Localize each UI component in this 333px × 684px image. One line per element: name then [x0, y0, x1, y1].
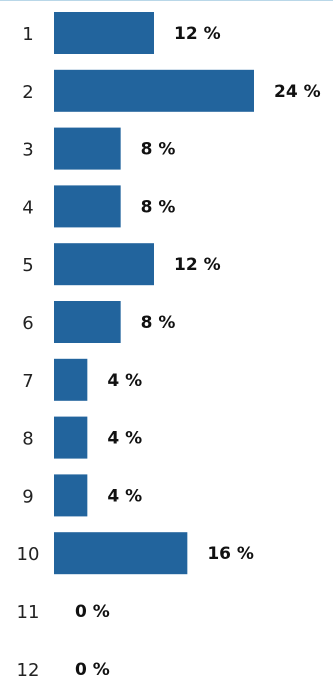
bar-8 — [54, 416, 88, 459]
bar-4 — [54, 185, 121, 228]
bar-5 — [54, 243, 154, 286]
bar-10 — [54, 532, 188, 575]
value-label-10: 16 % — [207, 544, 254, 564]
top-border — [0, 0, 333, 1]
value-label-8: 4 % — [107, 429, 142, 449]
bar-9 — [54, 474, 88, 517]
bar-7 — [54, 358, 88, 401]
value-label-6: 8 % — [141, 313, 176, 333]
category-label-6: 6 — [22, 313, 33, 334]
value-label-7: 4 % — [107, 371, 142, 391]
bar-2 — [54, 69, 254, 112]
bar-1 — [54, 12, 154, 54]
value-label-11: 0 % — [75, 602, 110, 622]
category-label-1: 1 — [22, 24, 33, 45]
value-label-1: 12 % — [174, 24, 221, 44]
value-label-4: 8 % — [141, 197, 176, 217]
value-label-12: 0 % — [75, 660, 110, 680]
value-label-5: 12 % — [174, 255, 221, 275]
category-label-3: 3 — [22, 140, 33, 161]
category-label-5: 5 — [22, 255, 33, 276]
category-label-12: 12 — [17, 660, 40, 681]
value-label-9: 4 % — [107, 486, 142, 506]
category-label-7: 7 — [22, 371, 33, 392]
category-label-10: 10 — [17, 544, 40, 565]
bar-3 — [54, 127, 121, 170]
category-label-4: 4 — [22, 197, 33, 218]
bar-6 — [54, 301, 121, 343]
value-label-2: 24 % — [274, 82, 321, 102]
category-label-9: 9 — [22, 486, 33, 507]
category-label-8: 8 — [22, 429, 33, 450]
value-label-3: 8 % — [141, 140, 176, 160]
category-label-11: 11 — [17, 602, 40, 623]
category-label-2: 2 — [22, 82, 33, 103]
